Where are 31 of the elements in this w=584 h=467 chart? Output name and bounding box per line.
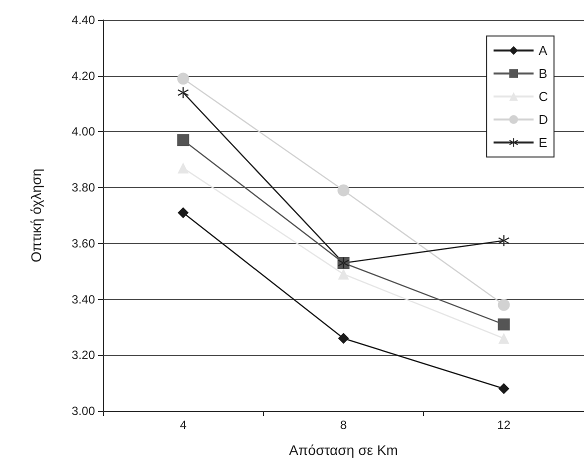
legend-label: A	[538, 43, 548, 58]
x-tick-label: 8	[340, 418, 348, 432]
legend-label: E	[538, 135, 548, 150]
x-tick-label: 12	[497, 418, 511, 432]
point	[498, 332, 510, 344]
point	[178, 87, 189, 98]
y-axis-title: Οπτική όχληση	[28, 168, 44, 262]
point	[338, 268, 349, 280]
point	[178, 162, 189, 174]
point	[177, 134, 190, 146]
y-tick-label: 3.20	[72, 348, 96, 362]
legend-label: D	[538, 112, 548, 127]
legend-label: B	[538, 66, 548, 81]
point	[498, 318, 510, 330]
y-tick-label: 3.40	[72, 292, 96, 306]
y-tick-label: 4.20	[72, 68, 96, 83]
y-tick-label: 3.80	[72, 180, 96, 195]
y-tick-label: 4.40	[72, 13, 96, 27]
y-tick-label: 4.00	[72, 124, 96, 139]
legend-label: C	[538, 89, 548, 104]
point	[338, 184, 350, 196]
point	[177, 72, 190, 85]
point	[498, 298, 510, 311]
point	[498, 383, 510, 394]
x-axis-title: Απόσταση σε Km	[289, 442, 398, 458]
point	[498, 235, 510, 246]
x-tick-label: 4	[180, 418, 187, 432]
y-tick-label: 3.00	[72, 404, 96, 418]
y-tick-label: 3.60	[72, 236, 96, 250]
point	[178, 207, 189, 218]
point	[338, 332, 349, 344]
